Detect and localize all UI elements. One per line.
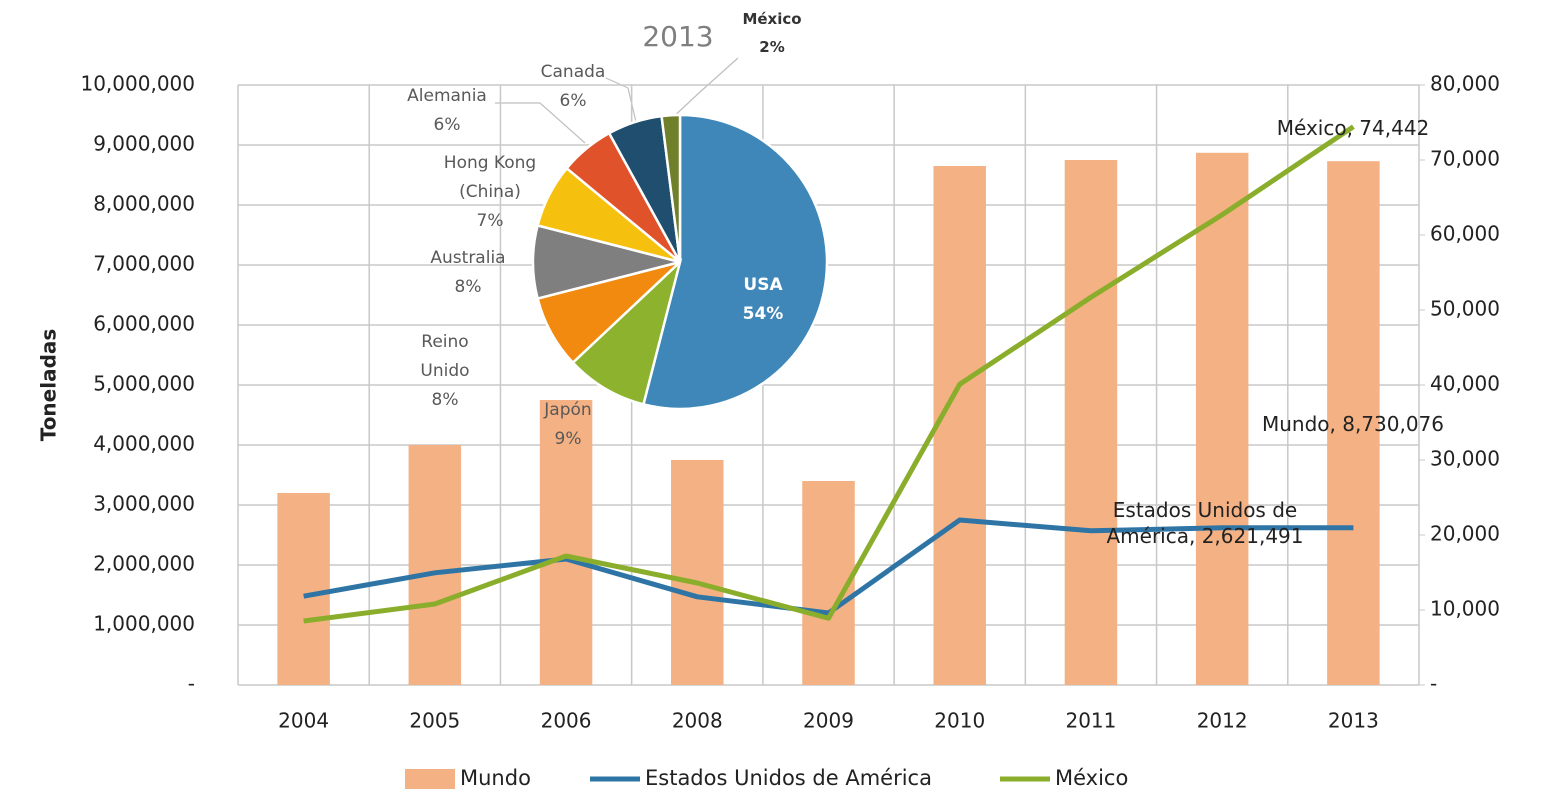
pie-category: Canada [540, 62, 606, 82]
y-tick-label: 10,000,000 [80, 72, 195, 96]
pie-category: Alemania [407, 86, 487, 106]
pie-label: Reino Unido 8% [410, 328, 480, 415]
data-label: Estados Unidos de América, 2,621,491 [1106, 498, 1304, 548]
y2-tick-label: 40,000 [1430, 372, 1500, 396]
leader-line [495, 102, 586, 144]
pie-value-label: 2% [759, 38, 785, 56]
pie-category: USA [743, 275, 783, 295]
pie-label: Japón 9% [523, 396, 613, 454]
y2-tick-label: 10,000 [1430, 597, 1500, 621]
data-label: Mundo, 8,730,076 [1261, 412, 1445, 436]
pie-value-label: 54% [742, 304, 784, 324]
legend-label: Estados Unidos de América [645, 766, 932, 790]
x-tick-label: 2008 [672, 709, 723, 733]
y-tick-label: 5,000,000 [93, 372, 195, 396]
pie-label: USA 54% [718, 271, 808, 329]
bar [1327, 161, 1380, 685]
pie-value-label: 8% [431, 390, 459, 410]
y2-tick-label: 80,000 [1430, 72, 1500, 96]
pie-value-label: 8% [454, 277, 482, 297]
bar [408, 445, 462, 685]
line-series [303, 517, 1354, 616]
pie [531, 113, 829, 411]
data-label: México, 74,442 [1276, 116, 1430, 140]
legend-label: México [1055, 766, 1128, 790]
pie-slice [571, 258, 683, 406]
y2-tick-label: 30,000 [1430, 447, 1500, 471]
bar [671, 460, 724, 685]
y2-tick-label: 20,000 [1430, 522, 1500, 546]
leader-line [605, 77, 637, 123]
y-tick-label: 1,000,000 [93, 612, 195, 636]
leader-line [669, 57, 739, 121]
pie-label: Hong Kong (China) 7% [440, 149, 540, 236]
pie-value-label: 6% [433, 115, 461, 135]
y-tick-label: 4,000,000 [93, 432, 195, 456]
x-tick-label: 2006 [541, 709, 592, 733]
y-tick-label: 7,000,000 [93, 252, 195, 276]
pie-label: Canada 6% [528, 58, 618, 116]
y-tick-label: 9,000,000 [93, 132, 195, 156]
x-tick-label: 2004 [278, 709, 329, 733]
line-series [303, 124, 1355, 624]
x-tick-label: 2012 [1197, 709, 1248, 733]
bar [1195, 152, 1249, 686]
y2-tick-label: 60,000 [1430, 222, 1500, 246]
pie-label: México 2% [727, 5, 817, 61]
bar [933, 166, 986, 685]
pie-slice [660, 113, 682, 263]
x-tick-label: 2009 [803, 709, 854, 733]
y-tick-label: 2,000,000 [93, 552, 195, 576]
leader-lines [495, 57, 739, 144]
pie-value-label: 9% [554, 429, 582, 449]
pie-category: México [742, 10, 802, 28]
pie-category: Hong Kong (China) [443, 153, 537, 202]
pie-category: Australia [430, 248, 506, 268]
x-tick-label: 2013 [1328, 709, 1379, 733]
pie-value-label: 7% [476, 211, 504, 231]
bar [277, 493, 330, 685]
y-axis-label: Toneladas [37, 329, 61, 442]
y-tick-label: 6,000,000 [93, 312, 195, 336]
bar [1064, 160, 1118, 685]
y2-tick-label: - [1430, 672, 1437, 696]
y2-tick-label: 50,000 [1430, 297, 1500, 321]
y-tick-label: 8,000,000 [93, 192, 195, 216]
legend-label: Mundo [460, 766, 531, 790]
x-tick-label: 2011 [1065, 709, 1116, 733]
y-tick-label: 3,000,000 [93, 492, 195, 516]
pie-label: Alemania 6% [392, 82, 502, 140]
pie-label: Australia 8% [413, 244, 523, 302]
y2-tick-label: 70,000 [1430, 147, 1500, 171]
y-tick-label: - [188, 672, 195, 696]
x-tick-label: 2010 [934, 709, 985, 733]
pie-category: Japón [544, 400, 592, 420]
legend-swatch [405, 769, 455, 789]
pie-title: 2013 [642, 20, 713, 53]
pie-category: Reino Unido [420, 332, 470, 381]
x-tick-label: 2005 [409, 709, 460, 733]
pie-slice [641, 113, 829, 411]
bar [539, 400, 593, 685]
pie-value-label: 6% [559, 91, 587, 111]
